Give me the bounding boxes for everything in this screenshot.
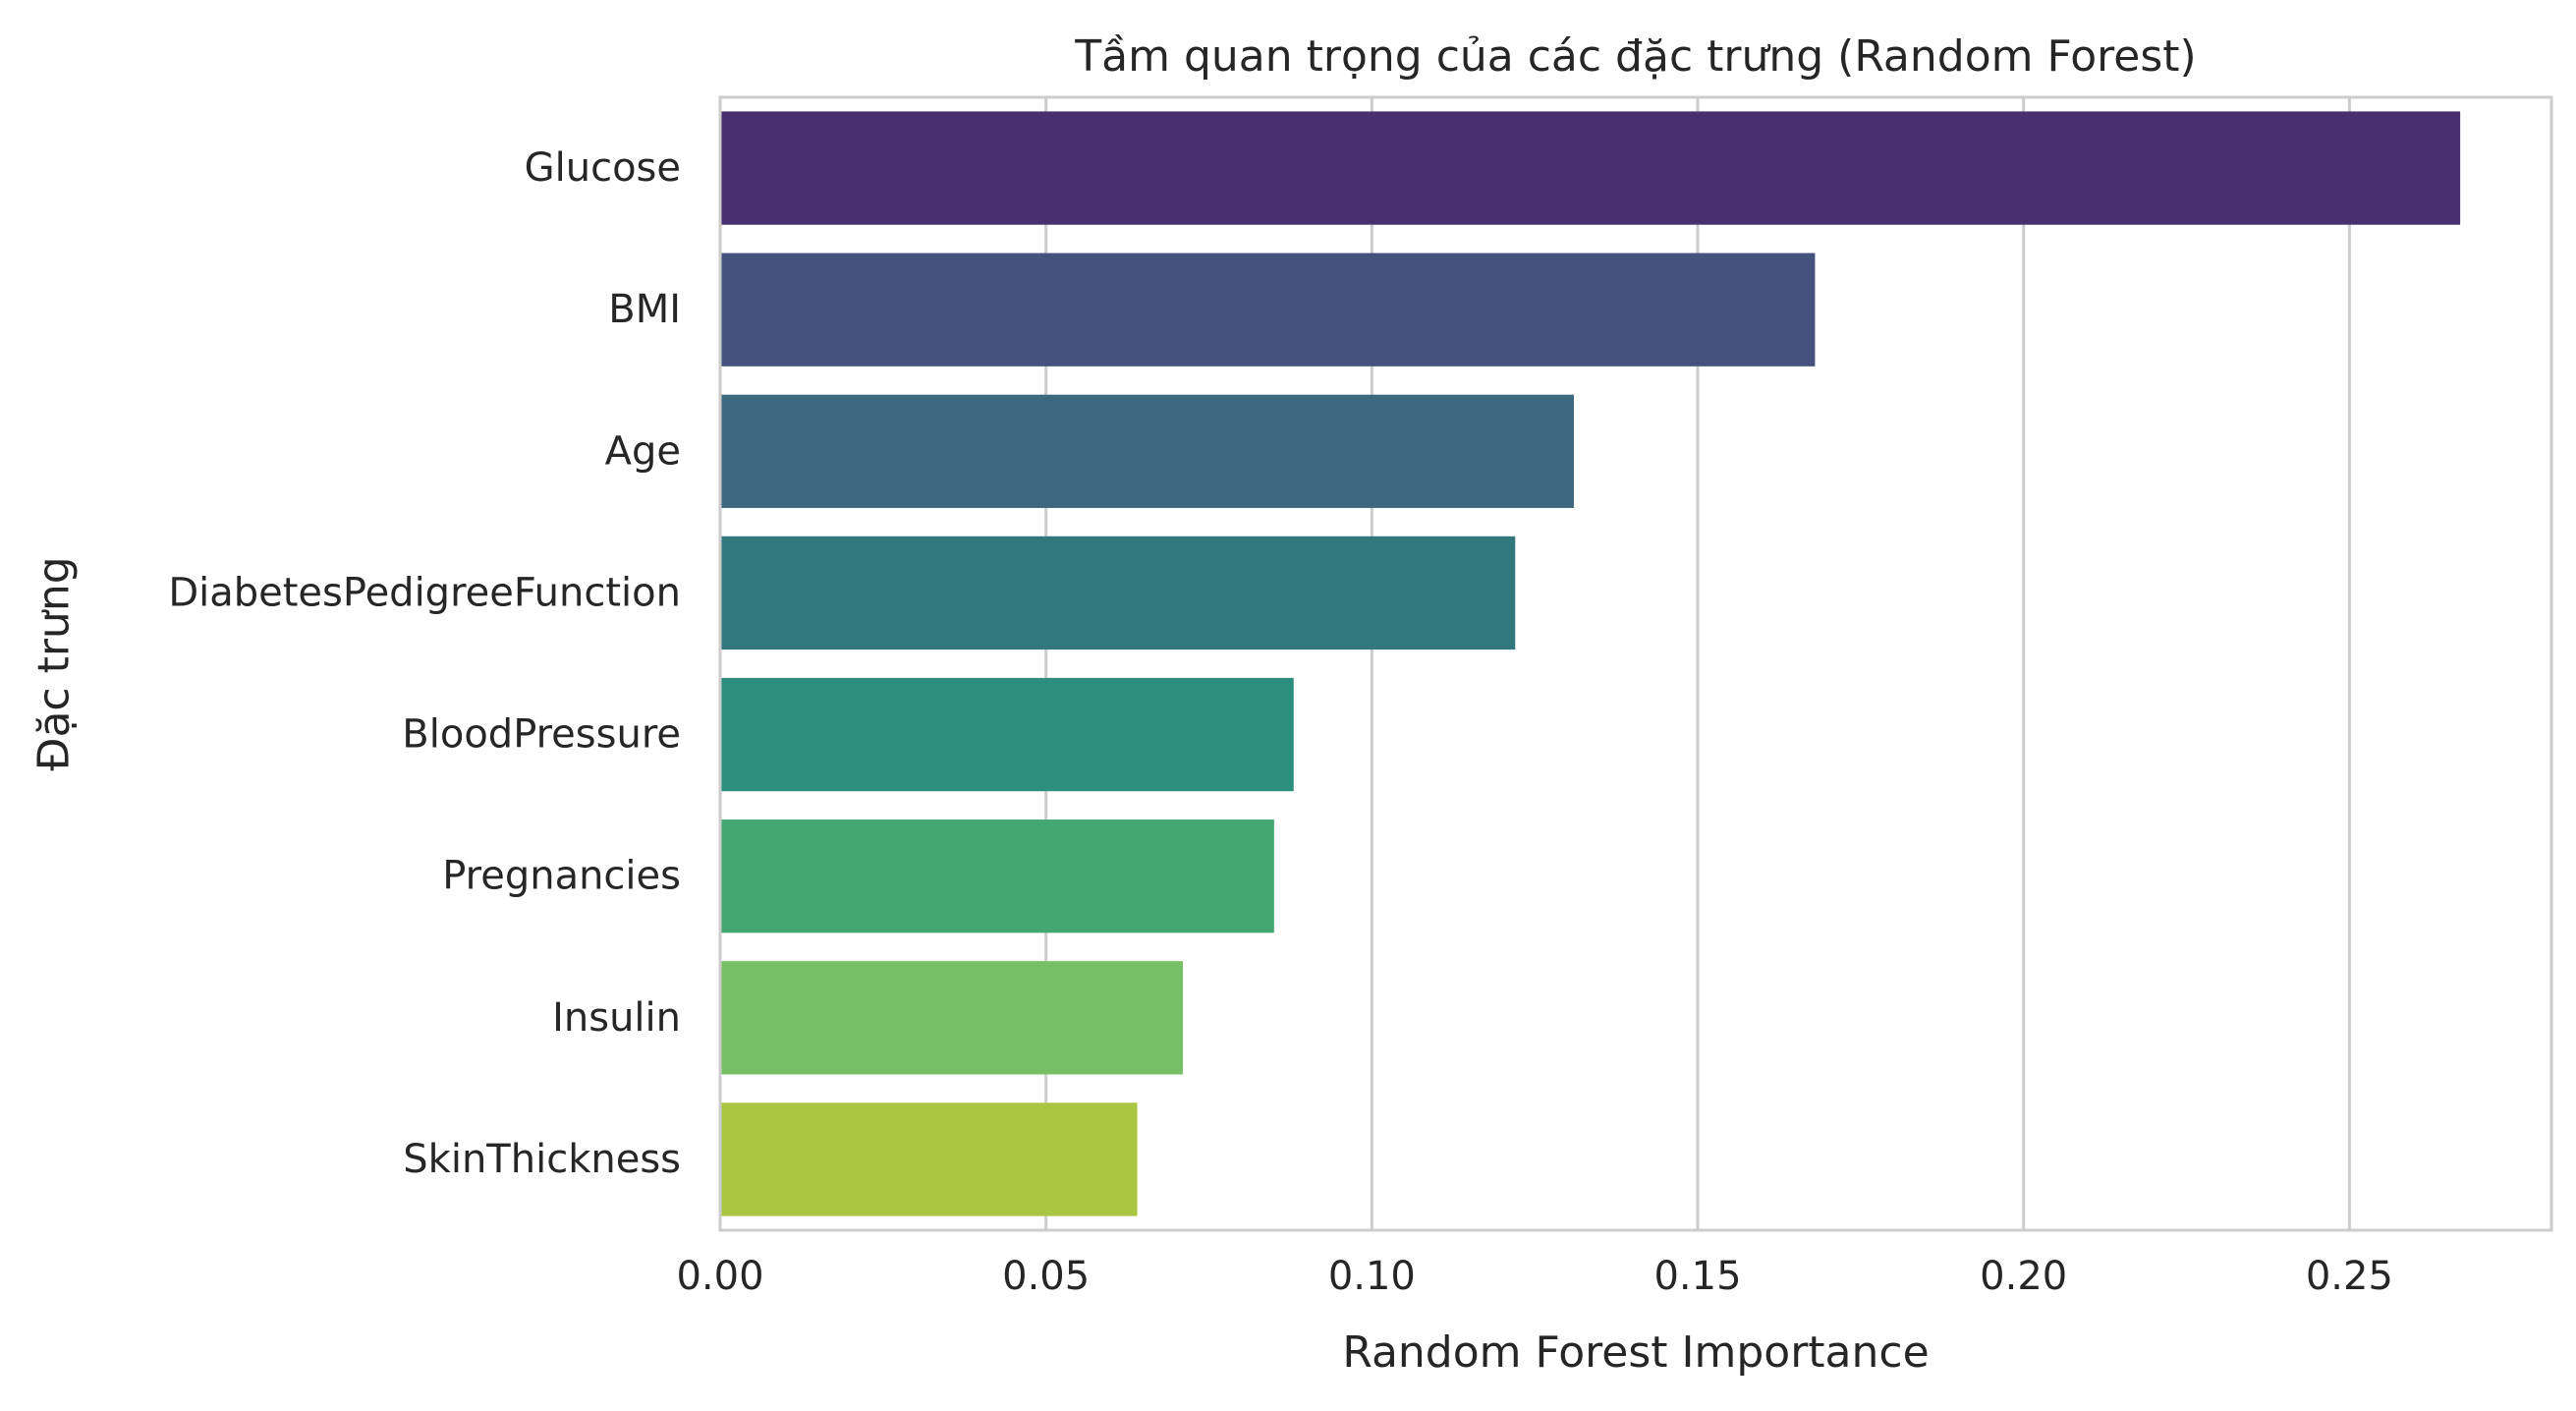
y-tick-label: Pregnancies — [442, 854, 681, 899]
y-tick-label: Glucose — [525, 145, 681, 191]
bar-bloodpressure — [720, 677, 1294, 792]
bar-diabetespedigreefunction — [720, 536, 1516, 650]
y-tick-label: BMI — [608, 287, 681, 332]
x-tick-label: 0.10 — [1328, 1254, 1416, 1299]
y-tick-label: SkinThickness — [403, 1137, 681, 1182]
x-tick-label: 0.25 — [2306, 1254, 2393, 1299]
x-axis-label: Random Forest Importance — [1342, 1327, 1929, 1378]
bar-skinthickness — [720, 1102, 1138, 1216]
x-tick-label: 0.15 — [1653, 1254, 1741, 1299]
y-tick-labels: Glucose BMI Age DiabetesPedigreeFunction Blo… — [168, 145, 681, 1182]
bar-age — [720, 394, 1574, 508]
plot-frame — [718, 95, 2553, 1232]
bar-pregnancies — [720, 819, 1274, 933]
bars — [720, 111, 2461, 1216]
bar-insulin — [720, 961, 1183, 1075]
y-tick-label: Insulin — [552, 995, 681, 1041]
chart-title: Tầm quan trọng của các đặc trưng (Random… — [1074, 31, 2196, 82]
x-tick-label: 0.00 — [676, 1254, 763, 1299]
y-tick-label: Age — [605, 428, 681, 474]
bar-glucose — [720, 111, 2461, 225]
x-tick-labels: 0.00 0.05 0.10 0.15 0.20 0.25 — [676, 1254, 2392, 1299]
y-tick-label: DiabetesPedigreeFunction — [168, 570, 681, 615]
x-tick-label: 0.20 — [1980, 1254, 2067, 1299]
y-tick-label: BloodPressure — [402, 712, 681, 758]
y-axis-label: Đặc trưng — [29, 556, 80, 770]
bar-bmi — [720, 253, 1816, 367]
x-tick-label: 0.05 — [1002, 1254, 1090, 1299]
